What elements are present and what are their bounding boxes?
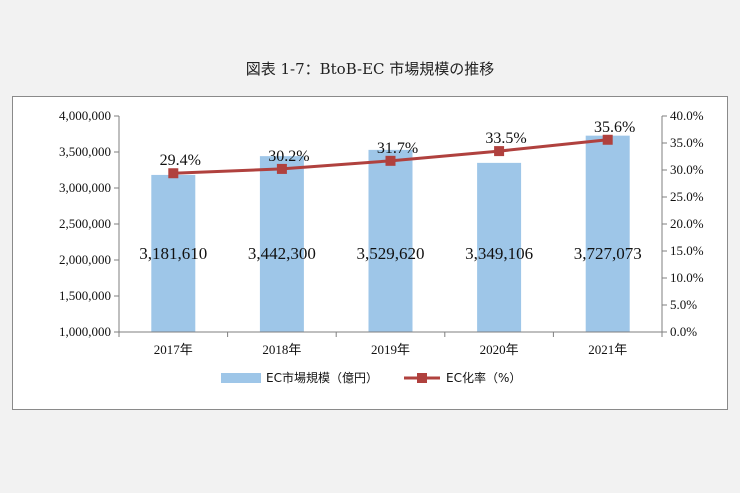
rate-value-label-1: 30.2% [268,148,309,165]
y-right-tick-label-1: 5.0% [670,297,697,312]
rate-value-label-3: 33.5% [485,130,526,147]
ec-rate-marker-3 [494,146,505,157]
x-tick-label-3: 2020年 [480,342,519,357]
ec-rate-marker-4 [602,134,613,145]
y-left-tick-label-1: 1,500,000 [59,288,111,303]
y-right-tick-label-5: 25.0% [670,189,704,204]
y-right-tick-label-7: 35.0% [670,135,704,150]
bar-value-label-2: 3,529,620 [357,244,425,263]
y-right-tick-label-4: 20.0% [670,216,704,231]
bar-2 [368,149,413,332]
y-right-tick-label-8: 40.0% [670,108,704,123]
rate-value-label-4: 35.6% [594,119,635,136]
bar-value-label-4: 3,727,073 [574,244,642,263]
ec-rate-marker-1 [276,163,287,174]
legend-bar-swatch [221,373,261,383]
y-right-tick-label-6: 30.0% [670,162,704,177]
legend-line-label: EC化率（%） [446,370,521,385]
bar-1 [259,156,304,332]
y-left-tick-label-6: 4,000,000 [59,108,111,123]
y-left-tick-label-3: 2,500,000 [59,216,111,231]
legend-bar-label: EC市場規模（億円） [266,370,378,385]
bar-3 [477,162,522,332]
x-tick-label-0: 2017年 [154,342,193,357]
y-left-tick-label-5: 3,500,000 [59,144,111,159]
bar-4 [585,135,630,332]
x-tick-label-1: 2018年 [262,342,301,357]
rate-value-label-2: 31.7% [377,140,418,157]
y-right-tick-label-0: 0.0% [670,324,697,339]
y-left-tick-label-4: 3,000,000 [59,180,111,195]
rate-value-label-0: 29.4% [160,152,201,169]
x-tick-label-2: 2019年 [371,342,410,357]
bar-value-label-1: 3,442,300 [248,244,316,263]
y-left-tick-label-2: 2,000,000 [59,252,111,267]
y-right-tick-label-3: 15.0% [670,243,704,258]
y-left-tick-label-0: 1,000,000 [59,324,111,339]
x-tick-label-4: 2021年 [588,342,627,357]
bar-0 [151,174,196,332]
legend-line-marker [417,373,427,383]
chart-title: 図表 1-7：BtoB-EC 市場規模の推移 [245,60,495,78]
y-right-tick-label-2: 10.0% [670,270,704,285]
bar-value-label-3: 3,349,106 [465,244,533,263]
ec-rate-marker-0 [168,168,179,179]
ec-rate-marker-2 [385,155,396,166]
bar-value-label-0: 3,181,610 [139,244,207,263]
